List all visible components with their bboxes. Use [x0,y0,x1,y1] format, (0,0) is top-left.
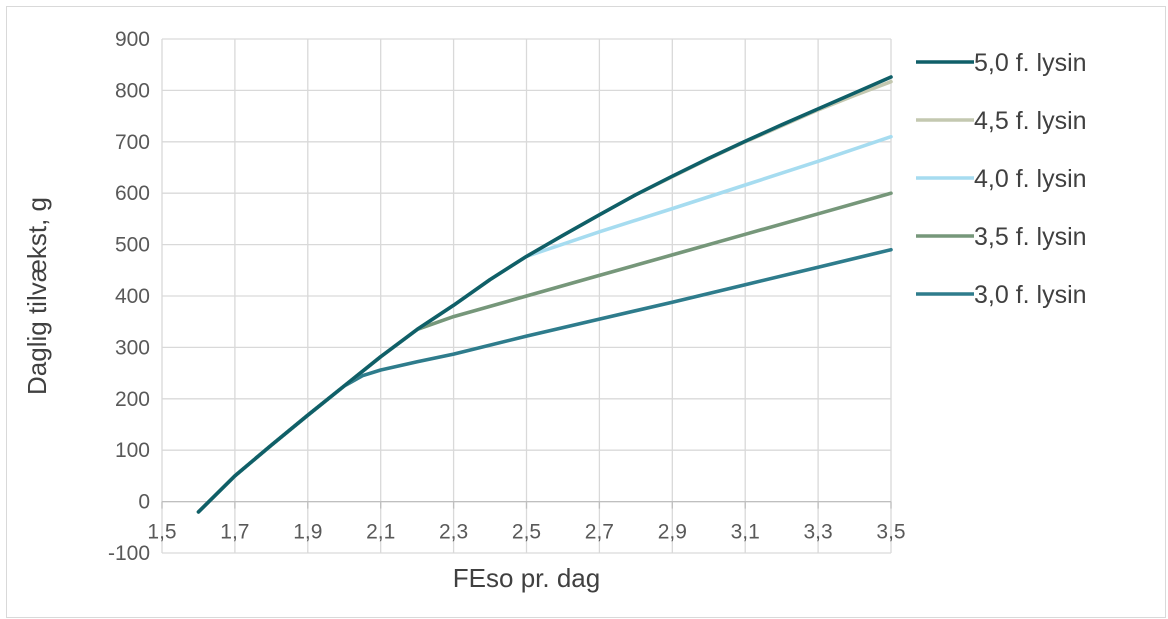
series-line [196,79,893,514]
legend-label: 3,0 f. lysin [974,281,1087,309]
y-tick-label: 800 [115,79,150,102]
y-tick-label: 400 [115,285,150,308]
x-tick-label: 3,1 [731,521,760,544]
x-tick-label: 1,9 [293,521,322,544]
x-tick-label: 1,7 [220,521,249,544]
x-tick-label: 2,5 [512,521,541,544]
x-tick-label: 2,9 [658,521,687,544]
series-line [196,191,893,514]
x-tick-label: 2,3 [439,521,468,544]
x-tick-label: 2,7 [585,521,614,544]
y-tick-label: 900 [115,28,150,51]
x-tick-label: 1,5 [147,521,176,544]
y-tick-label: 100 [115,439,150,462]
y-tick-label: -100 [108,542,150,565]
x-tick-label: 3,5 [876,521,905,544]
x-axis-title: FEso pr. dag [453,563,600,593]
legend-label: 5,0 f. lysin [974,49,1087,77]
y-tick-label: 300 [115,336,150,359]
series-line [196,75,893,514]
legend-label: 4,5 f. lysin [974,107,1087,135]
legend-label: 4,0 f. lysin [974,165,1087,193]
x-tick-label: 3,3 [803,521,832,544]
y-tick-label: 500 [115,234,150,257]
y-tick-label: 200 [115,388,150,411]
y-tick-label: 0 [138,491,150,514]
y-tick-label: 700 [115,131,150,154]
y-axis-title: Daglig tilvækst, g [22,197,52,395]
x-tick-label: 2,1 [366,521,395,544]
chart-frame [6,6,1166,618]
y-tick-label: 600 [115,182,150,205]
legend-label: 3,5 f. lysin [974,223,1087,251]
